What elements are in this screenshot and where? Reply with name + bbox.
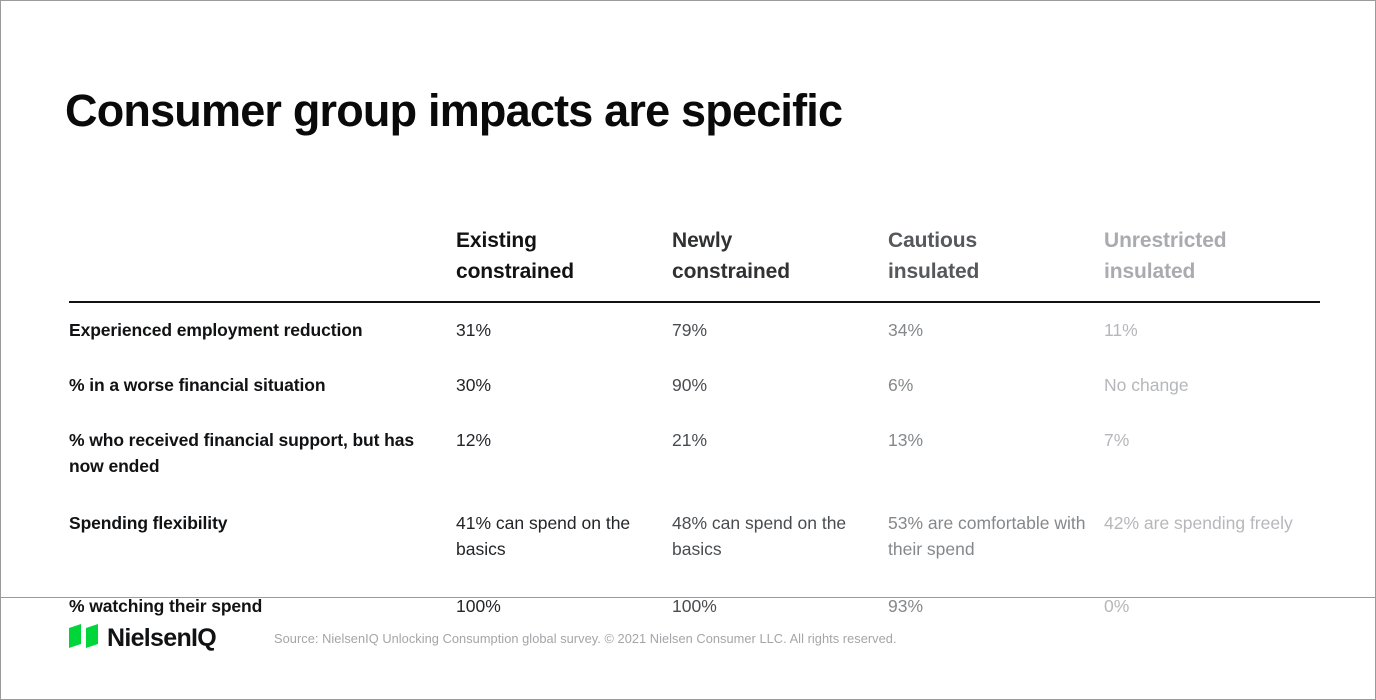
- row-label: % who received financial support, but ha…: [69, 429, 414, 476]
- table-cell: 30%: [456, 375, 492, 396]
- nielseniq-logo: NielsenIQ: [67, 621, 217, 655]
- table-cell: 11%: [1104, 320, 1138, 341]
- table-cell: 7%: [1104, 429, 1130, 450]
- row-label: Spending flexibility: [69, 512, 228, 533]
- footer-divider: [1, 597, 1375, 598]
- table-cell: 0%: [1104, 595, 1130, 616]
- column-header-existing-constrained: Existing constrained: [456, 225, 672, 304]
- consumer-group-table: Existing constrained Newly constrained C…: [69, 225, 1320, 633]
- table-cell: 12%: [456, 429, 492, 450]
- column-header-line-2: constrained: [672, 260, 790, 284]
- table-cell: 34%: [888, 320, 924, 341]
- table-cell: 48% can spend on the basics: [672, 512, 847, 559]
- table-cell: 100%: [456, 595, 501, 616]
- table-cell: 79%: [672, 320, 708, 341]
- column-header-line-2: insulated: [888, 260, 980, 284]
- table-row: % in a worse financial situation 30% 90%…: [69, 358, 1320, 413]
- table-cell: 6%: [888, 375, 914, 396]
- consumer-group-table-container: Existing constrained Newly constrained C…: [69, 225, 1320, 633]
- column-header-unrestricted-insulated: Unrestricted insulated: [1104, 225, 1320, 304]
- table-cell: 31%: [456, 320, 492, 341]
- table-row: % who received financial support, but ha…: [69, 413, 1320, 494]
- column-header-line-1: Cautious: [888, 229, 978, 252]
- source-note: Source: NielsenIQ Unlocking Consumption …: [274, 630, 897, 646]
- column-header-row-label: [69, 225, 456, 304]
- table-cell: 90%: [672, 375, 708, 396]
- column-header-newly-constrained: Newly constrained: [672, 225, 888, 304]
- column-header-line-2: insulated: [1104, 260, 1196, 284]
- table-row: Experienced employment reduction 31% 79%…: [69, 302, 1320, 358]
- table-cell: 42% are spending freely: [1104, 512, 1293, 533]
- table-row: % watching their spend 100% 100% 93% 0%: [69, 579, 1320, 634]
- page-title: Consumer group impacts are specific: [65, 85, 843, 136]
- table-header-row: Existing constrained Newly constrained C…: [69, 225, 1320, 304]
- row-label: Experienced employment reduction: [69, 320, 363, 341]
- column-header-line-2: constrained: [456, 260, 574, 284]
- table-cell: No change: [1104, 375, 1189, 396]
- table-cell: 21%: [672, 429, 708, 450]
- table-cell: 53% are comfortable with their spend: [888, 512, 1086, 559]
- row-label: % watching their spend: [69, 595, 263, 616]
- column-header-cautious-insulated: Cautious insulated: [888, 225, 1104, 304]
- row-label: % in a worse financial situation: [69, 375, 326, 396]
- nielseniq-wordmark: NielsenIQ: [107, 623, 217, 652]
- column-header-line-1: Newly: [672, 229, 733, 252]
- table-cell: 13%: [888, 429, 924, 450]
- column-header-line-1: Unrestricted: [1104, 229, 1227, 252]
- table-cell: 41% can spend on the basics: [456, 512, 631, 559]
- table-cell: 100%: [672, 595, 717, 616]
- footer: NielsenIQ Source: NielsenIQ Unlocking Co…: [67, 621, 897, 655]
- column-header-line-1: Existing: [456, 229, 537, 252]
- table-body: Experienced employment reduction 31% 79%…: [69, 302, 1320, 633]
- nielseniq-n-mark-icon: [69, 624, 98, 648]
- table-cell: 93%: [888, 595, 924, 616]
- table-row: Spending flexibility 41% can spend on th…: [69, 494, 1320, 579]
- table-header: Existing constrained Newly constrained C…: [69, 225, 1320, 304]
